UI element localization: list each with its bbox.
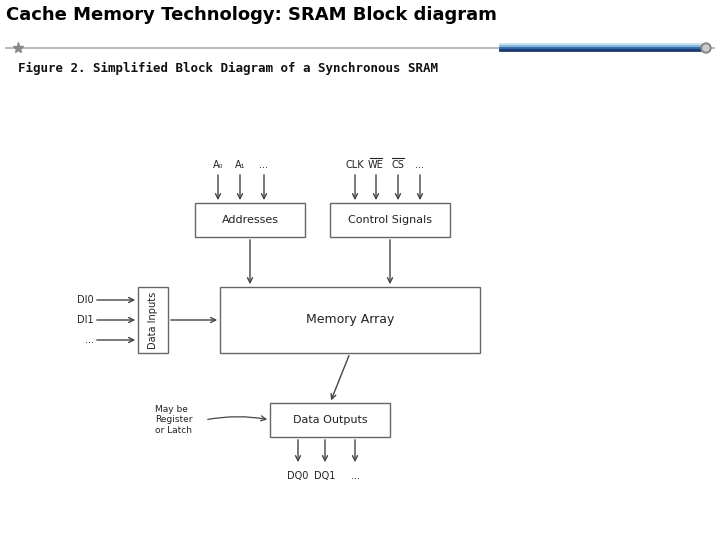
FancyBboxPatch shape	[138, 287, 168, 353]
FancyBboxPatch shape	[330, 203, 450, 237]
Text: Figure 2. Simplified Block Diagram of a Synchronous SRAM: Figure 2. Simplified Block Diagram of a …	[18, 62, 438, 75]
Text: WE: WE	[368, 160, 384, 170]
FancyBboxPatch shape	[220, 287, 480, 353]
Text: Control Signals: Control Signals	[348, 215, 432, 225]
Text: ...: ...	[415, 160, 425, 170]
FancyBboxPatch shape	[195, 203, 305, 237]
Text: A₀: A₀	[212, 160, 223, 170]
FancyBboxPatch shape	[270, 403, 390, 437]
Text: Cache Memory Technology: SRAM Block diagram: Cache Memory Technology: SRAM Block diag…	[6, 6, 497, 24]
Text: DQ0: DQ0	[287, 471, 309, 481]
Circle shape	[703, 45, 709, 51]
Text: A₁: A₁	[235, 160, 246, 170]
Text: Data Inputs: Data Inputs	[148, 292, 158, 349]
Text: DI1: DI1	[77, 315, 94, 325]
Text: CS: CS	[392, 160, 405, 170]
Text: ...: ...	[259, 160, 269, 170]
Text: CLK: CLK	[346, 160, 364, 170]
Text: Data Outputs: Data Outputs	[293, 415, 367, 425]
Text: DI0: DI0	[77, 295, 94, 305]
Text: ...: ...	[351, 471, 359, 481]
Text: Memory Array: Memory Array	[306, 314, 394, 327]
Circle shape	[701, 43, 711, 53]
Text: Addresses: Addresses	[222, 215, 279, 225]
Text: May be
Register
or Latch: May be Register or Latch	[155, 405, 192, 435]
Text: ...: ...	[85, 335, 94, 345]
Text: DQ1: DQ1	[315, 471, 336, 481]
